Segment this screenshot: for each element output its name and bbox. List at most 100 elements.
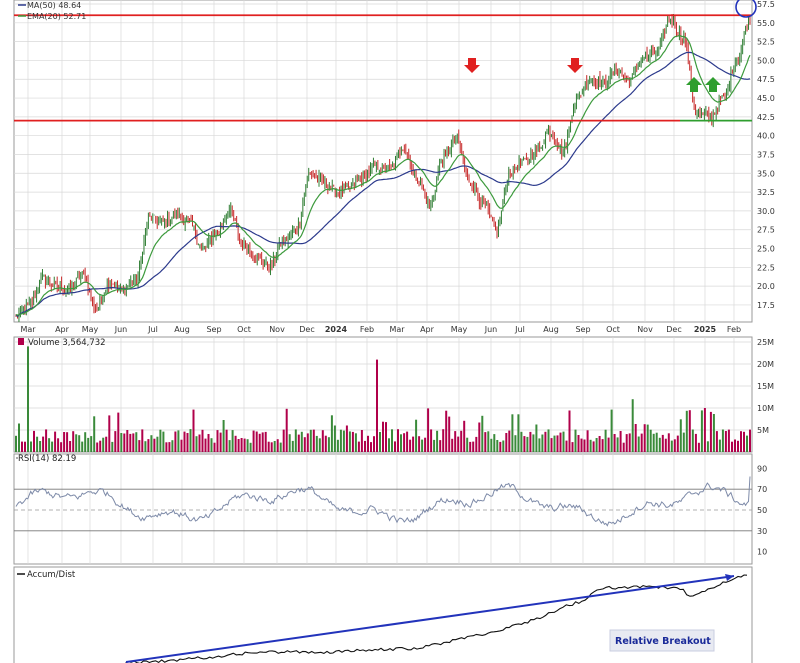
volume-bar — [90, 436, 93, 452]
volume-bar — [652, 433, 655, 452]
volume-bar — [126, 430, 129, 452]
volume-bar — [595, 438, 598, 452]
volume-bar — [619, 431, 622, 452]
volume-bar — [589, 439, 592, 452]
volume-bar — [559, 432, 562, 452]
rsi-tick-label: 50 — [757, 506, 767, 515]
x-tick-label: Nov — [269, 325, 285, 334]
volume-bar — [631, 399, 634, 452]
volume-bar — [300, 431, 303, 452]
price-tick-label: 35.0 — [757, 169, 775, 178]
volume-bar — [324, 435, 327, 452]
volume-bar — [24, 441, 26, 452]
volume-bar — [731, 441, 733, 452]
rsi-tick-label: 70 — [757, 485, 767, 494]
volume-bar — [99, 440, 102, 452]
volume-bar — [535, 424, 538, 452]
volume-bar — [532, 434, 535, 452]
volume-bar — [601, 439, 604, 452]
volume-bar — [120, 433, 123, 452]
volume-bar — [481, 415, 484, 452]
volume-bar — [421, 439, 424, 452]
volume-bar — [727, 429, 730, 452]
volume-bar — [81, 441, 84, 452]
volume-bar — [261, 432, 264, 452]
price-tick-label: 30.0 — [757, 207, 775, 216]
volume-bar — [496, 440, 499, 452]
volume-bar — [360, 430, 363, 452]
volume-bar — [746, 435, 748, 452]
volume-bar — [183, 431, 186, 452]
x-tick-label: Feb — [360, 325, 374, 334]
volume-bar — [478, 422, 481, 452]
rsi-series — [15, 476, 751, 527]
volume-bar — [511, 414, 514, 452]
volume-bar — [351, 431, 354, 452]
volume-bar — [514, 435, 517, 452]
volume-bar — [306, 433, 309, 452]
volume-bar — [574, 429, 577, 452]
volume-bar — [30, 441, 32, 452]
x-tick-label: Sep — [575, 325, 590, 334]
x-tick-label: Mar — [20, 325, 36, 334]
volume-bar — [427, 408, 430, 452]
rsi-tick-label: 10 — [757, 548, 767, 557]
volume-bar — [213, 442, 216, 452]
price-tick-label: 50.0 — [757, 56, 775, 65]
volume-bar — [676, 435, 679, 452]
volume-bar — [252, 430, 255, 452]
volume-bar — [273, 441, 276, 452]
price-tick-label: 55.0 — [757, 19, 775, 28]
volume-tick-label: 15M — [757, 382, 774, 391]
volume-bar — [685, 410, 688, 452]
volume-bar — [718, 439, 721, 452]
volume-tick-label: 5M — [757, 426, 769, 435]
volume-bar — [315, 435, 318, 452]
volume-bar — [228, 440, 231, 452]
volume-bar — [288, 434, 291, 452]
volume-bar — [526, 436, 529, 452]
volume-bar — [667, 433, 670, 452]
volume-bar — [63, 432, 66, 452]
volume-bar — [108, 415, 111, 452]
volume-bar — [508, 430, 511, 452]
x-tick-label: Mar — [389, 325, 405, 334]
volume-bar — [749, 429, 751, 452]
volume-bar — [502, 440, 505, 452]
volume-bar — [153, 438, 156, 452]
volume-bar — [222, 420, 225, 452]
volume-bar — [700, 410, 703, 452]
rsi-tick-label: 30 — [757, 527, 767, 536]
x-tick-label: Aug — [174, 325, 190, 334]
volume-bar — [556, 435, 559, 452]
x-tick-label: Jul — [147, 325, 158, 334]
up-arrow-icon — [686, 77, 702, 92]
volume-bar — [354, 433, 357, 452]
price-tick-label: 27.5 — [757, 226, 775, 235]
volume-bar — [111, 441, 114, 452]
x-tick-label: Aug — [543, 325, 559, 334]
volume-bar — [661, 434, 664, 452]
volume-bar — [87, 437, 90, 452]
volume-bar — [321, 430, 324, 452]
volume-bar — [463, 420, 466, 452]
volume-bar — [544, 431, 547, 452]
volume-bar — [195, 436, 198, 452]
volume-bar — [51, 441, 54, 452]
volume-bar — [219, 432, 222, 452]
x-tick-label: Feb — [727, 325, 741, 334]
volume-bar — [448, 416, 451, 452]
volume-bar — [403, 433, 406, 452]
volume-bar — [715, 431, 718, 452]
volume-bar — [637, 436, 640, 452]
volume-bar — [400, 434, 402, 452]
volume-bar — [201, 429, 204, 452]
volume-bar — [345, 425, 348, 452]
accum-dist-series — [124, 574, 748, 663]
volume-bar — [144, 441, 147, 452]
volume-bar — [520, 431, 523, 452]
volume-bar — [643, 424, 646, 452]
volume-bar — [625, 434, 628, 452]
volume-tick-label: 20M — [757, 360, 774, 369]
